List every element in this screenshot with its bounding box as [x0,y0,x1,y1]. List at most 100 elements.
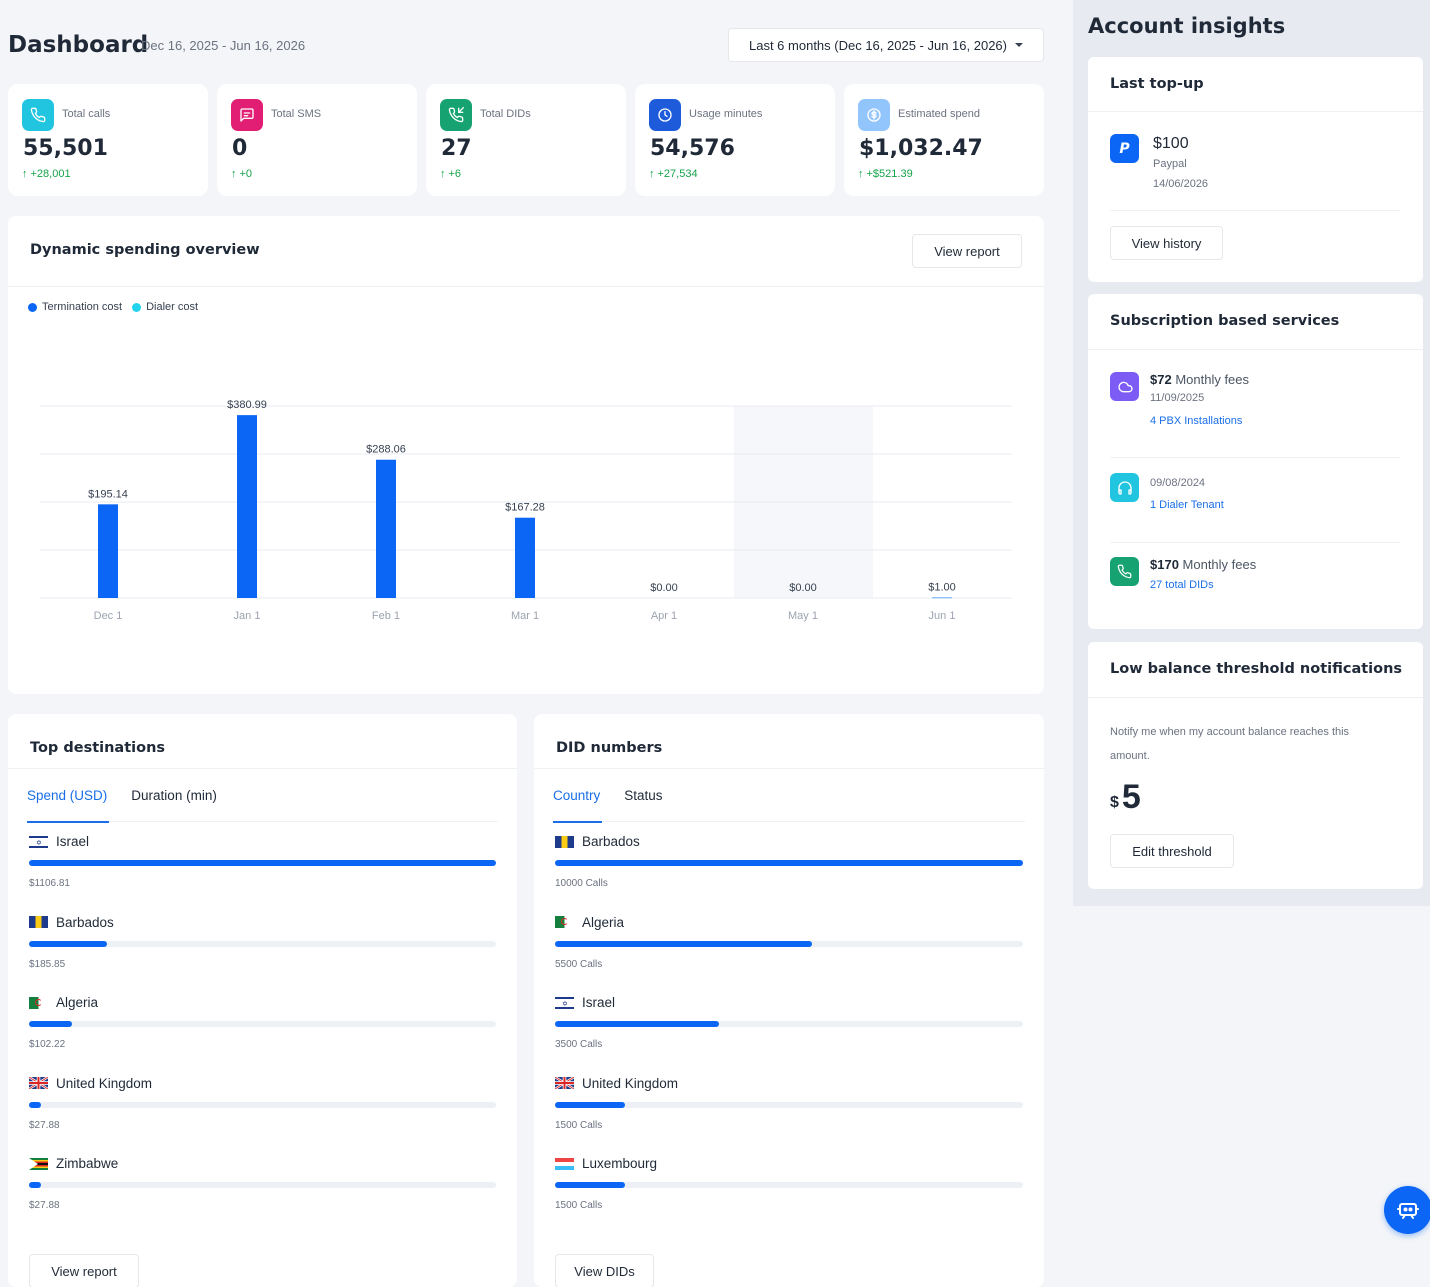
progress-track [29,1101,496,1108]
date-range-text: Dec 16, 2025 - Jun 16, 2026 [141,38,306,53]
stat-total-sms: Total SMS 0 ↑ +0 [217,84,417,196]
stat-value: $1,032.47 [859,136,983,161]
progress-fill [555,860,1023,866]
x-tick-label: Dec 1 [94,610,123,622]
list-item: ✡ Israel $1106.81 [29,832,496,913]
progress-track [29,860,496,866]
progress-fill [29,1182,41,1188]
row-value: 1500 Calls [555,1200,603,1211]
chart-bar [237,415,257,598]
subscription-date: 09/08/2024 [1150,477,1206,489]
country-name: Zimbabwe [29,1156,118,1171]
chart-legend: Termination cost Dialer cost [28,301,198,313]
divider [1110,210,1400,211]
page-title: Dashboard [8,32,149,58]
stat-delta-value: +0 [239,168,253,180]
view-dids-button[interactable]: View DIDs [555,1254,654,1287]
progress-track [29,1182,496,1188]
edit-threshold-button[interactable]: Edit threshold [1110,834,1234,868]
destinations-list: ✡ Israel $1106.81 Barbados $185.85 Algeria $10… [29,832,496,1235]
country-name: Barbados [555,834,640,849]
chat-support-button[interactable] [1384,1186,1430,1234]
spending-overview-card: Dynamic spending overview View report Te… [8,216,1044,694]
dialer-tenant-link[interactable]: 1 Dialer Tenant [1150,499,1224,511]
pbx-installations-link[interactable]: 4 PBX Installations [1150,415,1243,427]
country-name: United Kingdom [555,1076,678,1091]
list-item: Luxembourg 1500 Calls [555,1154,1023,1235]
country-label: Algeria [56,995,99,1010]
list-item: Algeria 5500 Calls [555,913,1023,994]
view-report-button[interactable]: View report [912,234,1022,268]
zimbabwe-flag-icon [29,1157,48,1170]
chart-bar [98,504,118,598]
stat-value: 0 [232,136,248,161]
luxembourg-flag-icon [555,1157,574,1170]
row-value: 5500 Calls [555,958,603,970]
x-tick-label: Jun 1 [929,610,956,622]
stat-value: 27 [441,136,472,161]
row-value: $27.88 [29,1119,60,1131]
page-header: Dashboard Dec 16, 2025 - Jun 16, 2026 La… [8,28,1044,62]
progress-fill [29,940,108,947]
amount-suffix: Monthly fees [1171,372,1250,387]
progress-fill [555,940,813,947]
country-label: Israel [56,834,90,849]
last-topup-title: Last top-up [1110,76,1204,92]
view-report-button[interactable]: View report [29,1254,139,1287]
threshold-description: Notify me when my account balance reache… [1110,726,1350,762]
paypal-icon: P [1110,134,1139,163]
stat-usage-minutes: Usage minutes 54,576 ↑ +27,534 [635,84,835,196]
divider [1088,111,1423,112]
dollar-icon [858,99,890,131]
divider [1088,697,1423,698]
row-value: $27.88 [29,1200,60,1211]
account-insights-title: Account insights [1088,14,1286,38]
data-label: $380.99 [227,399,267,411]
topup-method: Paypal [1153,158,1187,170]
stat-value: 54,576 [650,136,735,161]
stat-delta: ↑ +28,001 [22,168,71,180]
top-destinations-card: Top destinations Spend (USD) Duration (m… [8,714,517,1287]
date-range-dropdown[interactable]: Last 6 months (Dec 16, 2025 - Jun 16, 20… [728,28,1044,62]
tab-duration[interactable]: Duration (min) [131,788,217,803]
subscription-date: 11/09/2025 [1150,392,1205,404]
cloud-icon [1110,372,1139,401]
account-insights-panel: Account insights Last top-up P $100 Payp… [1073,0,1430,906]
list-item: Algeria $102.22 [29,993,496,1074]
topup-date: 14/06/2026 [1153,178,1209,190]
progress-track [29,1021,496,1027]
tab-status[interactable]: Status [624,788,663,803]
stat-delta: ↑ +27,534 [649,168,698,180]
total-dids-link[interactable]: 27 total DIDs [1150,579,1214,591]
list-item: Zimbabwe $27.88 [29,1154,496,1235]
progress-track [29,940,496,947]
amount-suffix: Monthly fees [1178,557,1257,572]
country-label: United Kingdom [56,1075,153,1091]
date-range-dropdown-label: Last 6 months (Dec 16, 2025 - Jun 16, 20… [749,37,1007,53]
progress-track [555,940,1023,947]
main-content: Dashboard Dec 16, 2025 - Jun 16, 2026 La… [8,28,1044,1287]
tab-country[interactable]: Country [553,784,603,823]
barbados-flag-icon [555,835,574,848]
israel-flag-icon: ✡ [29,835,48,848]
x-tick-label: May 1 [788,610,818,622]
subscription-amount: $72 Monthly fees [1150,372,1249,387]
legend-item-dialer[interactable]: Dialer cost [132,301,198,313]
list-item: United Kingdom 1500 Calls [555,1074,1023,1155]
divider [1110,457,1400,458]
country-label: Barbados [582,834,640,849]
clock-icon [649,99,681,131]
stat-total-dids: Total DIDs 27 ↑ +6 [426,84,626,196]
caret-down-icon [1015,43,1023,47]
data-label: $288.06 [366,444,406,456]
legend-dot [28,302,37,312]
legend-item-termination[interactable]: Termination cost [28,301,122,313]
stat-delta-value: +27,534 [657,168,698,180]
view-history-button[interactable]: View history [1110,226,1223,260]
progress-track [555,1182,1023,1188]
country-label: United Kingdom [582,1075,679,1091]
x-tick-label: Apr 1 [651,610,677,622]
progress-fill [29,1021,72,1027]
tab-spend[interactable]: Spend (USD) [27,784,110,823]
arrow-up-icon: ↑ [22,168,28,180]
